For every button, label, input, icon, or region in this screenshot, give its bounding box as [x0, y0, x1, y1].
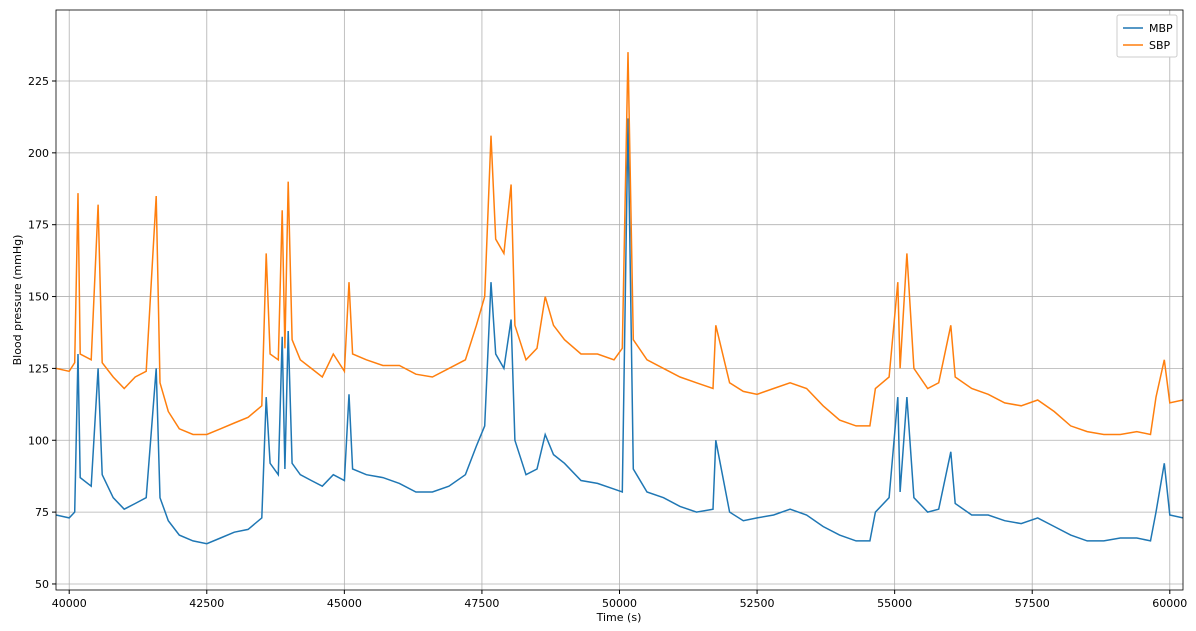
x-tick-label: 57500: [1015, 597, 1050, 610]
y-tick-label: 100: [28, 434, 49, 447]
legend-label: SBP: [1149, 39, 1171, 52]
y-tick-label: 50: [35, 578, 49, 591]
x-tick-label: 50000: [602, 597, 637, 610]
line-series: [56, 118, 1183, 545]
x-tick-label: 45000: [327, 597, 362, 610]
legend-box: [1116, 14, 1178, 58]
x-tick-label: 52500: [740, 597, 775, 610]
plot-frame: [55, 9, 1184, 591]
y-tick-label: 175: [28, 219, 49, 232]
y-tick-label: 150: [28, 291, 49, 304]
legend-label: MBP: [1149, 22, 1173, 35]
x-axis-label: Time (s): [596, 611, 642, 624]
y-tick-label: 75: [35, 506, 49, 519]
y-tick-label: 200: [28, 147, 49, 160]
x-tick-label: 42500: [189, 597, 224, 610]
y-tick-label: 225: [28, 75, 49, 88]
x-tick-label: 60000: [1152, 597, 1187, 610]
y-axis-label: Blood pressure (mmHg): [11, 235, 24, 366]
y-tick-label: 125: [28, 362, 49, 375]
x-tick-label: 40000: [52, 597, 87, 610]
x-tick-label: 55000: [877, 597, 912, 610]
x-tick-label: 47500: [464, 597, 499, 610]
line-series: [56, 52, 1183, 436]
